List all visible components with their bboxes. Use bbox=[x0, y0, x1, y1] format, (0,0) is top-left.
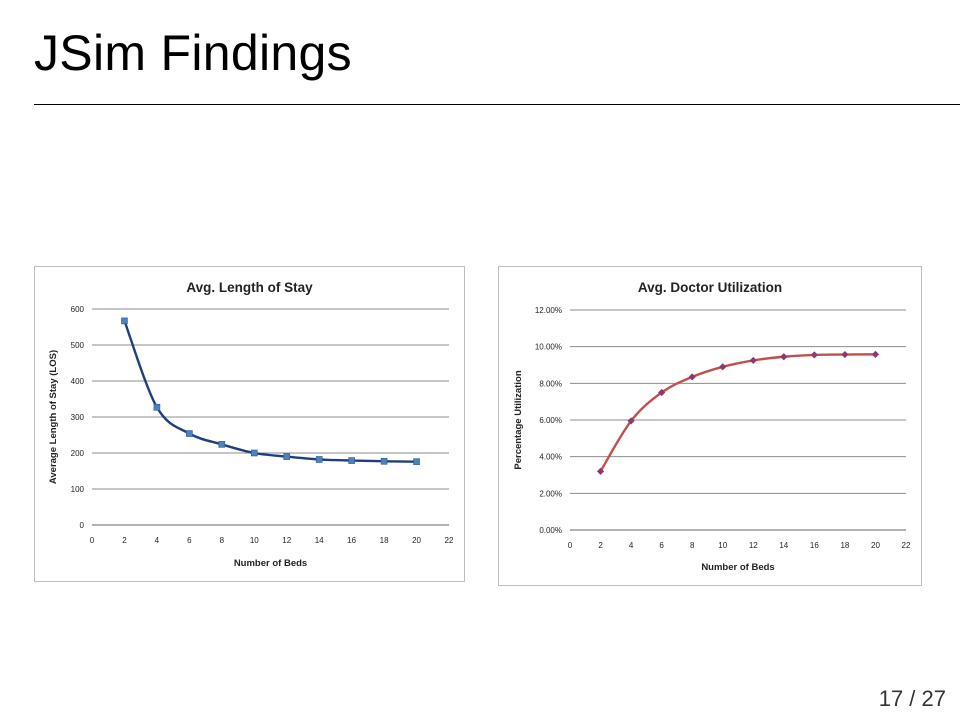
y-tick-label: 10.00% bbox=[535, 343, 562, 352]
data-point bbox=[810, 351, 818, 359]
data-point bbox=[186, 430, 193, 437]
y-tick-label: 8.00% bbox=[539, 379, 562, 388]
chart-avg-doctor-utilization: Avg. Doctor Utilization 0.00% 2.00% 4.00% 6.… bbox=[498, 266, 922, 586]
x-tick-label: 8 bbox=[690, 541, 695, 550]
data-point bbox=[380, 457, 388, 465]
y-tick-label: 600 bbox=[71, 305, 85, 314]
y-tick-label: 6.00% bbox=[539, 416, 562, 425]
x-tick-label: 12 bbox=[749, 541, 758, 550]
y-tick-label: 100 bbox=[71, 485, 85, 494]
data-point bbox=[283, 453, 291, 460]
data-point bbox=[658, 388, 666, 397]
chart-svg: Avg. Length of Stay 0 100 200 300 400 500 600 0 2… bbox=[48, 280, 454, 569]
data-point bbox=[315, 456, 323, 463]
data-point bbox=[780, 353, 788, 361]
y-axis-label: Percentage Utilization bbox=[513, 370, 524, 469]
series-line bbox=[123, 320, 417, 463]
data-point bbox=[871, 350, 880, 358]
data-point bbox=[250, 449, 258, 457]
data-point bbox=[121, 317, 128, 325]
x-tick-label: 4 bbox=[155, 536, 160, 545]
x-tick-label: 8 bbox=[220, 536, 225, 545]
chart-title: Avg. Length of Stay bbox=[186, 280, 313, 295]
x-tick-label: 4 bbox=[629, 541, 634, 550]
title-divider bbox=[34, 104, 960, 105]
x-tick-label: 10 bbox=[250, 536, 259, 545]
data-point bbox=[153, 403, 161, 411]
y-tick-label: 4.00% bbox=[539, 453, 562, 462]
x-tick-label: 2 bbox=[598, 541, 603, 550]
chart-svg: Avg. Doctor Utilization 0.00% 2.00% 4.00% 6.… bbox=[513, 280, 911, 573]
x-tick-label: 16 bbox=[347, 536, 356, 545]
y-tick-label: 300 bbox=[71, 413, 85, 422]
x-tick-label: 22 bbox=[902, 541, 911, 550]
x-axis-label: Number of Beds bbox=[701, 562, 774, 573]
data-point bbox=[719, 363, 727, 371]
y-axis-label: Average Length of Stay (LOS) bbox=[48, 350, 59, 484]
data-point bbox=[348, 457, 355, 464]
chart-title: Avg. Doctor Utilization bbox=[638, 280, 782, 295]
x-tick-label: 18 bbox=[840, 541, 849, 550]
x-tick-label: 2 bbox=[122, 536, 127, 545]
x-tick-label: 20 bbox=[412, 536, 421, 545]
x-tick-label: 0 bbox=[568, 541, 573, 550]
y-tick-label: 400 bbox=[71, 377, 85, 386]
data-point bbox=[218, 441, 226, 448]
x-tick-label: 10 bbox=[718, 541, 727, 550]
chart-avg-length-of-stay: Avg. Length of Stay 0 100 200 300 400 500 600 0 2… bbox=[34, 266, 465, 582]
x-tick-label: 14 bbox=[315, 536, 324, 545]
y-tick-label: 500 bbox=[71, 341, 85, 350]
x-tick-label: 20 bbox=[871, 541, 880, 550]
y-tick-label: 12.00% bbox=[535, 306, 562, 315]
x-tick-label: 14 bbox=[779, 541, 788, 550]
data-point bbox=[688, 373, 696, 381]
x-tick-label: 16 bbox=[810, 541, 819, 550]
y-tick-label: 200 bbox=[71, 449, 85, 458]
x-axis-label: Number of Beds bbox=[234, 558, 307, 569]
y-tick-label: 0.00% bbox=[539, 526, 562, 535]
x-tick-label: 12 bbox=[282, 536, 291, 545]
data-point bbox=[413, 458, 420, 465]
page-number: 17 / 27 bbox=[878, 686, 946, 711]
data-point bbox=[841, 350, 849, 359]
x-tick-label: 18 bbox=[380, 536, 389, 545]
y-tick-label: 2.00% bbox=[539, 489, 562, 498]
y-tick-label: 0 bbox=[80, 521, 85, 530]
data-point bbox=[749, 356, 757, 365]
series-line bbox=[599, 353, 876, 472]
x-tick-label: 6 bbox=[659, 541, 664, 550]
x-tick-label: 22 bbox=[445, 536, 454, 545]
x-tick-label: 6 bbox=[187, 536, 192, 545]
slide-title: JSim Findings bbox=[34, 25, 352, 81]
x-tick-label: 0 bbox=[90, 536, 95, 545]
